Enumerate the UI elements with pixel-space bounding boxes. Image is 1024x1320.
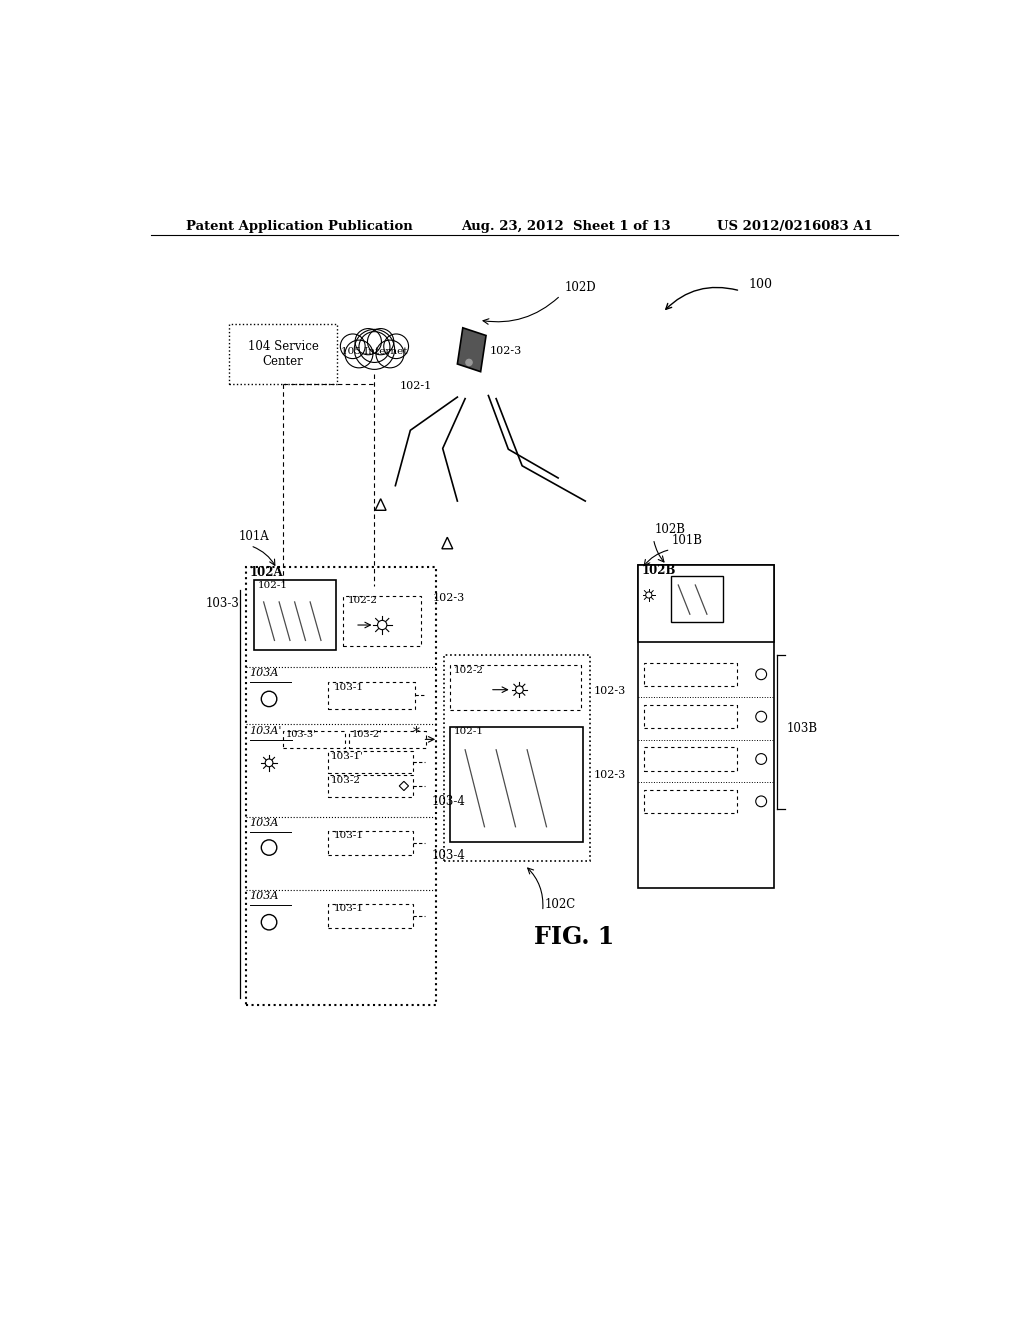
Text: 103-1: 103-1 (334, 832, 365, 841)
Text: 103A: 103A (250, 891, 280, 902)
Circle shape (340, 334, 366, 359)
Text: 102D: 102D (564, 281, 596, 294)
Text: Patent Application Publication: Patent Application Publication (186, 219, 413, 232)
Text: *: * (413, 726, 419, 741)
Text: 103-1: 103-1 (334, 682, 365, 692)
Text: FIG. 1: FIG. 1 (534, 925, 613, 949)
Circle shape (378, 620, 387, 630)
Text: 102-3: 102-3 (594, 771, 626, 780)
Polygon shape (442, 537, 453, 549)
Circle shape (376, 341, 403, 368)
FancyBboxPatch shape (254, 581, 336, 649)
Text: 103-3': 103-3' (286, 730, 317, 739)
Text: 103A': 103A' (250, 726, 282, 735)
Circle shape (261, 915, 276, 929)
FancyBboxPatch shape (246, 566, 435, 1006)
Text: 103-1: 103-1 (334, 904, 365, 913)
Text: 102-2: 102-2 (347, 597, 377, 606)
Polygon shape (458, 327, 486, 372)
Circle shape (359, 331, 390, 363)
Circle shape (261, 692, 276, 706)
Text: 101B: 101B (672, 535, 703, 548)
Text: US 2012/0216083 A1: US 2012/0216083 A1 (717, 219, 872, 232)
FancyBboxPatch shape (671, 576, 723, 622)
Text: 102-1: 102-1 (454, 727, 483, 737)
Text: 102A: 102A (250, 566, 284, 578)
FancyBboxPatch shape (450, 726, 583, 842)
FancyBboxPatch shape (644, 789, 737, 813)
Circle shape (756, 669, 767, 680)
FancyBboxPatch shape (644, 747, 737, 771)
Text: 100: 100 (748, 277, 772, 290)
Polygon shape (399, 781, 409, 791)
FancyBboxPatch shape (328, 682, 415, 709)
Text: 102-3: 102-3 (489, 346, 521, 356)
Text: 103A: 103A (250, 668, 280, 678)
Text: 102-3: 102-3 (594, 685, 626, 696)
FancyBboxPatch shape (228, 323, 337, 384)
Polygon shape (375, 499, 386, 511)
Text: 103-1': 103-1' (331, 752, 364, 762)
Text: 105 Internet: 105 Internet (341, 347, 408, 356)
FancyBboxPatch shape (638, 565, 773, 888)
Text: 101A: 101A (239, 531, 269, 544)
FancyBboxPatch shape (328, 904, 414, 928)
Text: 102B: 102B (655, 524, 686, 536)
Text: 103-3: 103-3 (206, 597, 240, 610)
FancyBboxPatch shape (328, 830, 414, 855)
Circle shape (345, 341, 373, 368)
Circle shape (515, 686, 523, 693)
Text: Aug. 23, 2012  Sheet 1 of 13: Aug. 23, 2012 Sheet 1 of 13 (461, 219, 671, 232)
Circle shape (261, 840, 276, 855)
Circle shape (466, 359, 472, 366)
Circle shape (355, 329, 381, 355)
FancyBboxPatch shape (644, 705, 737, 729)
Circle shape (265, 759, 273, 767)
Text: 102-1: 102-1 (399, 381, 431, 392)
Text: 102-3: 102-3 (432, 593, 465, 603)
Text: 103-4: 103-4 (432, 795, 466, 808)
Text: 103-4: 103-4 (432, 849, 466, 862)
Circle shape (756, 796, 767, 807)
FancyBboxPatch shape (644, 663, 737, 686)
Text: 104 Service
Center: 104 Service Center (248, 341, 318, 368)
Text: 103-2': 103-2' (352, 730, 383, 739)
Circle shape (384, 334, 409, 359)
FancyBboxPatch shape (343, 595, 421, 645)
FancyBboxPatch shape (349, 730, 426, 748)
Text: 103B: 103B (786, 722, 818, 735)
Text: 102-2: 102-2 (454, 665, 483, 675)
Circle shape (756, 711, 767, 722)
Circle shape (368, 329, 394, 355)
Circle shape (756, 754, 767, 764)
FancyBboxPatch shape (283, 730, 345, 748)
Text: 102-1: 102-1 (258, 581, 288, 590)
Text: 102B: 102B (642, 564, 676, 577)
FancyBboxPatch shape (450, 665, 582, 710)
FancyBboxPatch shape (638, 565, 773, 642)
Text: 103-2: 103-2 (331, 776, 361, 785)
FancyBboxPatch shape (328, 775, 414, 797)
Text: 102C: 102C (545, 898, 577, 911)
Circle shape (646, 591, 652, 598)
Circle shape (354, 330, 394, 370)
FancyBboxPatch shape (328, 751, 414, 774)
FancyBboxPatch shape (444, 655, 590, 862)
Text: 103A: 103A (250, 818, 280, 828)
